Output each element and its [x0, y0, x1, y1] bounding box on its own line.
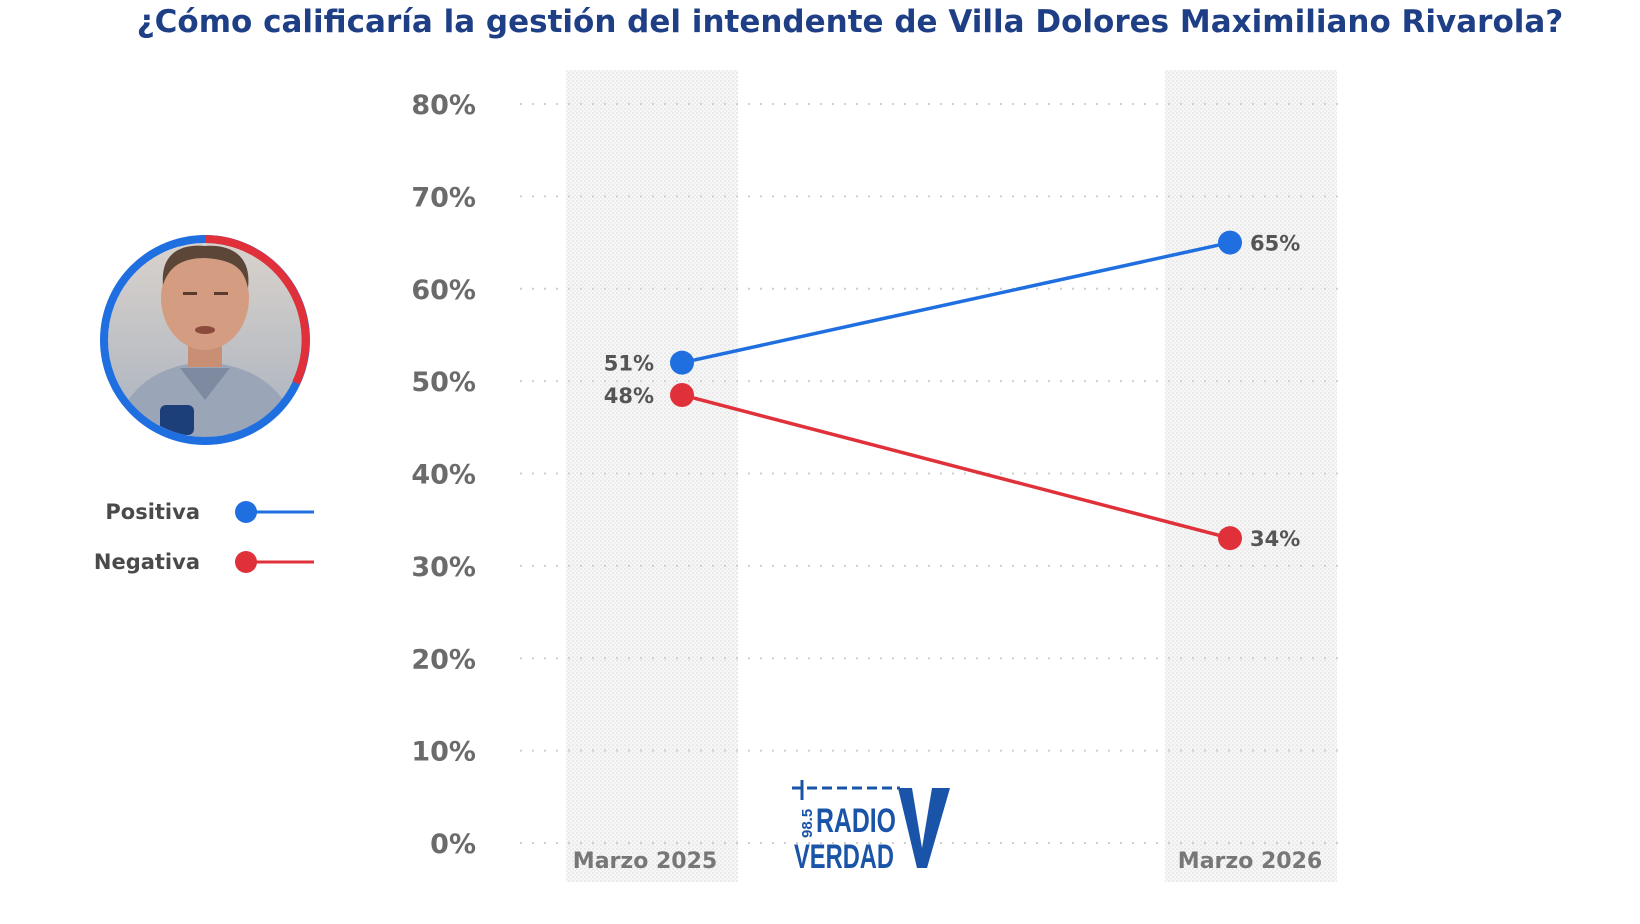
- ytick-label: 80%: [411, 90, 476, 121]
- series-line-positiva: [681, 240, 1231, 365]
- ytick-label: 60%: [411, 275, 476, 306]
- series-line-negativa: [681, 393, 1231, 540]
- ytick-label: 10%: [411, 737, 476, 768]
- xtick-label-marzo-2025: Marzo 2025: [573, 849, 717, 874]
- ytick-label: 0%: [430, 829, 476, 860]
- chart-title: ¿Cómo calificaría la gestión del intende…: [136, 4, 1564, 40]
- xtick-label-marzo-2026: Marzo 2026: [1178, 849, 1322, 874]
- legend-marker-negativa: [235, 551, 257, 573]
- legend-label-negativa: Negativa: [94, 550, 200, 574]
- category-band-marzo-2025: [566, 70, 738, 882]
- legend: Positiva Negativa: [94, 500, 314, 574]
- logo-line-radio: RADIO: [816, 802, 896, 840]
- ytick-label: 30%: [411, 552, 476, 583]
- legend-marker-positiva: [235, 501, 257, 523]
- radio-verdad-logo: 98.5 RADIO VERDAD: [792, 780, 950, 876]
- data-point-negativa: [1218, 526, 1242, 551]
- ytick-label: 40%: [411, 460, 476, 491]
- portrait-avatar: [100, 235, 310, 445]
- ytick-label: 70%: [411, 182, 476, 213]
- data-point-negativa: [670, 382, 694, 407]
- legend-item-negativa: Negativa: [94, 550, 314, 574]
- legend-label-positiva: Positiva: [105, 500, 200, 524]
- data-point-positiva: [670, 350, 694, 375]
- ytick-label: 50%: [411, 367, 476, 398]
- data-label-positiva: 51%: [604, 352, 654, 376]
- data-label-positiva: 65%: [1250, 232, 1300, 256]
- category-band-marzo-2026: [1165, 70, 1337, 882]
- data-point-positiva: [1218, 230, 1242, 255]
- logo-frequency: 98.5: [799, 809, 816, 838]
- data-label-negativa: 48%: [604, 384, 654, 408]
- data-label-negativa: 34%: [1250, 527, 1300, 551]
- legend-item-positiva: Positiva: [105, 500, 314, 524]
- ytick-label: 20%: [411, 644, 476, 675]
- logo-line-verdad: VERDAD: [794, 838, 894, 876]
